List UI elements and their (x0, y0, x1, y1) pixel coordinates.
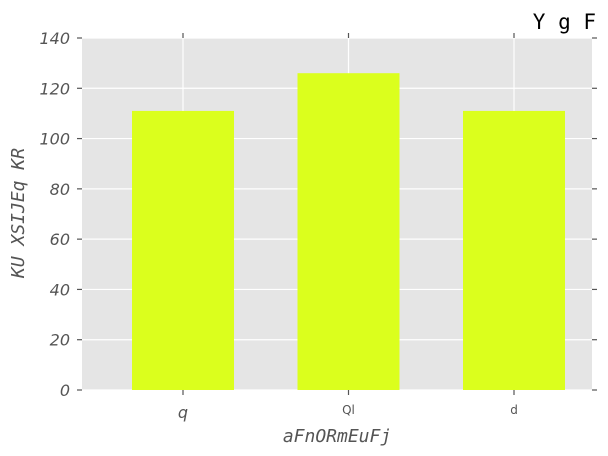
bars (132, 73, 565, 391)
bar-q (132, 110, 234, 391)
bar-Ql (297, 73, 400, 390)
x-axis-ticks: q Ql d (178, 33, 518, 422)
y-tick-label: 80 (50, 180, 70, 199)
y-tick-label: 40 (50, 280, 70, 299)
y-tick-label: 100 (39, 130, 70, 149)
y-axis-ticks: 0 20 40 60 80 100 120 140 (39, 29, 597, 400)
x-tick-label: Ql (342, 403, 355, 417)
y-axis-title: KU XSIJEq KR (8, 148, 29, 279)
x-tick-label: d (510, 403, 518, 417)
y-tick-label: 120 (39, 79, 70, 98)
y-tick-label: 60 (50, 230, 70, 249)
y-tick-label: 140 (39, 29, 70, 48)
x-tick-label: q (178, 403, 188, 422)
chart-title: Y g F (533, 10, 596, 34)
x-axis-title: aFnORmEuFj (283, 426, 391, 447)
y-tick-label: 20 (50, 331, 70, 350)
bar-d (463, 110, 565, 391)
y-tick-label: 0 (60, 381, 70, 400)
